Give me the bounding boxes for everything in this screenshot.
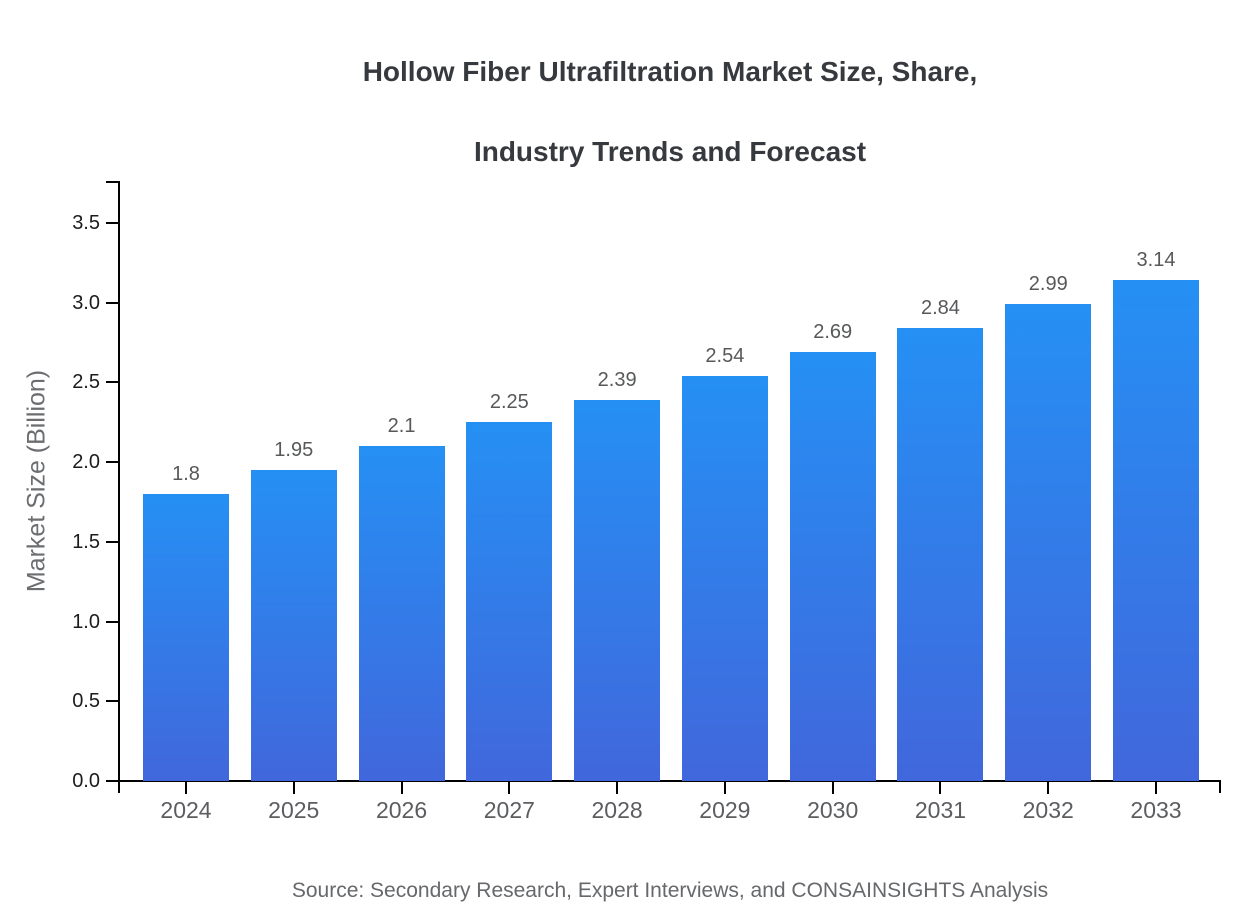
- x-tick-label: 2025: [268, 797, 320, 823]
- bar-value-label: 2.1: [387, 415, 416, 438]
- bar: [358, 446, 445, 781]
- x-axis-tick: [185, 782, 187, 794]
- y-axis-tick: [106, 620, 118, 623]
- x-tick-label: 2032: [1022, 797, 1074, 823]
- x-axis-tick: [1155, 782, 1158, 794]
- x-axis-tick: [616, 782, 619, 794]
- y-tick-label: 3.0: [72, 291, 100, 314]
- x-tick-label: 2029: [699, 797, 751, 823]
- x-axis-tick: [400, 782, 403, 794]
- y-axis-tick: [106, 540, 118, 543]
- bar: [574, 399, 661, 781]
- bar-value-label: 3.14: [1136, 249, 1176, 272]
- x-tick-label: 2026: [375, 797, 428, 823]
- x-tick-label: 2030: [807, 797, 859, 823]
- bar-value-label: 2.99: [1028, 273, 1068, 296]
- x-tick-label: 2033: [1130, 797, 1182, 823]
- chart-title-line2: Industry Trends and Forecast: [473, 136, 867, 167]
- y-axis-tick: [106, 461, 118, 464]
- bar-value-label: 2.54: [705, 345, 745, 368]
- bar: [143, 494, 229, 781]
- y-axis-tick: [106, 700, 118, 703]
- source-caption: Source: Secondary Research, Expert Inter…: [291, 879, 1049, 902]
- y-axis-line: [118, 181, 120, 793]
- y-axis-tick: [106, 381, 118, 384]
- bar: [681, 376, 768, 781]
- x-axis-tick: [508, 782, 511, 794]
- bar: [789, 352, 876, 781]
- x-axis-tick: [723, 782, 726, 794]
- x-axis-tick: [292, 782, 295, 794]
- y-axis-tick: [106, 222, 118, 224]
- y-axis-top-cap-tick: [106, 181, 118, 183]
- y-axis-tick: [106, 780, 118, 782]
- x-axis-tick: [831, 782, 834, 794]
- x-axis-tick: [1047, 782, 1050, 794]
- bar-value-label: 2.39: [597, 368, 637, 391]
- y-tick-label: 2.5: [72, 371, 100, 394]
- y-tick-label: 0.0: [72, 770, 100, 792]
- y-tick-label: 2.0: [72, 451, 100, 474]
- bar: [250, 470, 337, 781]
- bar-value-label: 2.69: [813, 321, 853, 344]
- chart-title-line1: Hollow Fiber Ultrafiltration Market Size…: [362, 56, 978, 87]
- x-tick-label: 2027: [483, 797, 535, 823]
- x-axis-right-cap-tick: [1219, 780, 1221, 793]
- y-tick-label: 1.0: [72, 610, 100, 633]
- x-tick-label: 2024: [160, 797, 212, 823]
- bar-value-label: 1.95: [274, 439, 314, 462]
- x-tick-label: 2028: [591, 797, 643, 823]
- y-axis-tick: [106, 301, 118, 304]
- x-axis-line: [106, 780, 1221, 782]
- bar-value-label: 2.25: [489, 391, 529, 414]
- bar: [897, 328, 984, 781]
- y-tick-label: 3.5: [72, 212, 100, 234]
- y-tick-label: 1.5: [72, 530, 100, 553]
- y-tick-label: 0.5: [72, 690, 100, 713]
- x-tick-label: 2031: [914, 797, 967, 823]
- bar: [466, 422, 553, 781]
- chart-title: Hollow Fiber Ultrafiltration Market Size…: [80, 52, 1260, 172]
- bar-value-label: 2.84: [920, 297, 960, 320]
- y-axis-title: Market Size (Billion): [22, 369, 51, 593]
- bar: [1005, 304, 1092, 781]
- bar-value-label: 1.8: [172, 463, 200, 486]
- x-axis-tick: [939, 782, 942, 794]
- bar: [1113, 280, 1200, 781]
